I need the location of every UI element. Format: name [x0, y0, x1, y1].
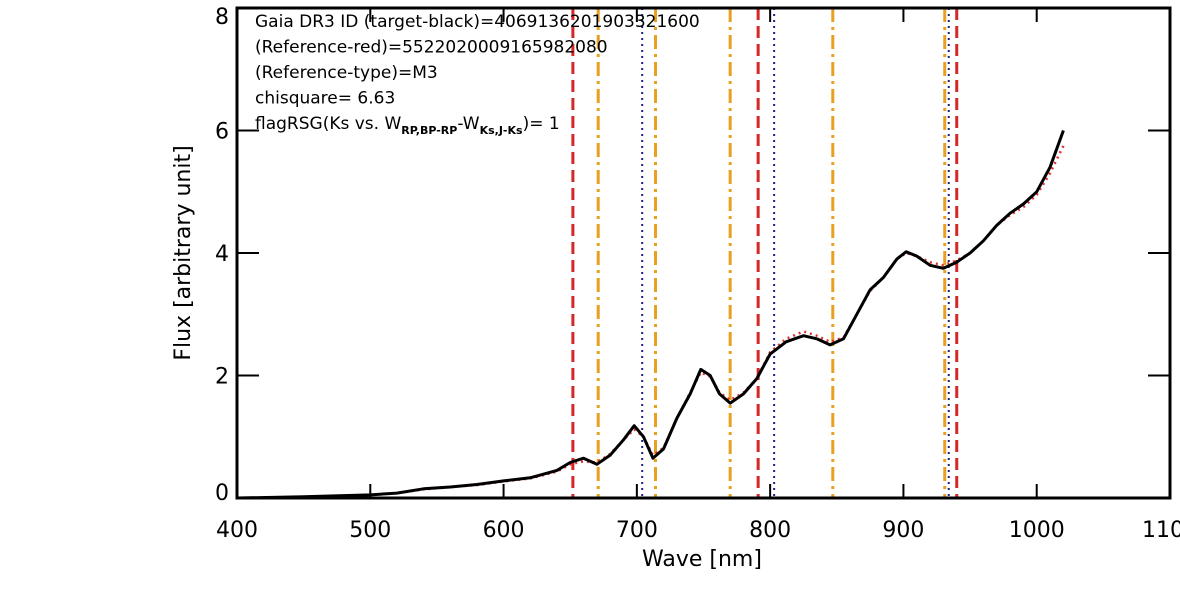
flag-text: flagRSG(Ks vs. W — [255, 114, 401, 134]
y-tick-label: 6 — [215, 120, 229, 145]
annotation: Gaia DR3 ID (target-black)=4069136201903… — [255, 12, 700, 32]
x-tick-label: 500 — [349, 518, 391, 543]
y-axis-label: Flux [arbitrary unit] — [171, 145, 196, 360]
spectrum-line — [236, 145, 1065, 500]
x-tick-label: 400 — [216, 518, 258, 543]
y-tick-label: 8 — [215, 5, 229, 30]
flag-text: )= 1 — [523, 114, 560, 134]
annotation: (Reference-type)=M3 — [255, 63, 438, 83]
x-tick-label: 800 — [749, 518, 791, 543]
annotation: chisquare= 6.63 — [255, 89, 395, 109]
flag-subscript: RP,BP-RP — [401, 124, 457, 137]
y-tick-label: 0 — [215, 481, 229, 506]
flag-subscript: Ks,J-Ks — [480, 124, 523, 137]
x-tick-label: 900 — [882, 518, 924, 543]
y-tick-label: 2 — [215, 365, 229, 390]
flag-text: -W — [457, 114, 479, 134]
annotation: (Reference-red)=5522020009165982080 — [255, 38, 608, 58]
x-tick-label: 1000 — [1009, 518, 1065, 543]
flag-annotation: flagRSG(Ks vs. WRP,BP-RP-WKs,J-Ks)= 1 — [255, 114, 560, 137]
spectrum-line — [236, 129, 1065, 500]
x-axis-label: Wave [nm] — [642, 547, 762, 572]
x-tick-label: 600 — [483, 518, 525, 543]
x-tick-label: 700 — [616, 518, 658, 543]
y-tick-label: 4 — [215, 242, 229, 267]
